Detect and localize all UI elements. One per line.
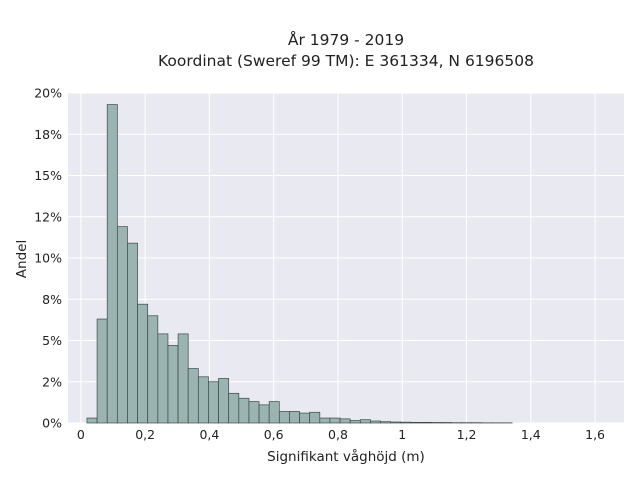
histogram-bar [420, 421, 432, 424]
y-tick-label: 0% [42, 416, 62, 431]
y-tick-label: 18% [34, 127, 62, 142]
histogram-bar [218, 378, 230, 424]
histogram-bar [268, 401, 280, 424]
x-tick-label: 0 [77, 427, 85, 442]
x-axis-label: Signifikant våghöjd (m) [267, 448, 425, 465]
x-tick-labels: 0 0,2 0,4 0,6 0,8 1 1,2 1,4 1,6 [77, 427, 605, 442]
y-tick-label: 5% [42, 333, 62, 348]
histogram-bar [157, 333, 169, 424]
y-tick-label: 8% [42, 292, 62, 307]
histogram-bar [370, 420, 381, 424]
x-tick-label: 1,4 [521, 427, 541, 442]
y-tick-label: 12% [34, 209, 62, 224]
histogram-bar [390, 421, 402, 424]
chart-title-line2: Koordinat (Sweref 99 TM): E 361334, N 61… [158, 52, 534, 70]
histogram-bar [400, 421, 412, 424]
histogram-bar [289, 411, 300, 424]
histogram-bar [177, 333, 189, 424]
y-tick-labels: 0% 2% 5% 8% 10% 12% 15% 18% 20% [34, 86, 62, 431]
histogram-bars [86, 104, 513, 424]
histogram-bar [278, 411, 290, 424]
histogram-bar [248, 401, 260, 424]
histogram-bar [299, 412, 311, 424]
histogram-bar [329, 417, 341, 424]
histogram-bar [106, 104, 118, 424]
x-tick-label: 1 [398, 427, 406, 442]
histogram-bar [127, 242, 138, 424]
histogram-bar [238, 397, 250, 424]
x-tick-label: 1,6 [585, 427, 605, 442]
chart-title-line1: År 1979 - 2019 [288, 30, 404, 49]
histogram-bar [147, 315, 159, 424]
histogram-bar [258, 404, 270, 424]
histogram-bar [359, 419, 371, 424]
histogram-bar [410, 421, 422, 424]
histogram-bar [319, 417, 331, 424]
histogram-bar [349, 420, 361, 424]
x-tick-label: 0,4 [199, 427, 219, 442]
y-tick-label: 2% [42, 374, 62, 389]
histogram-bar [228, 392, 240, 424]
histogram-bar [137, 303, 149, 424]
histogram-bar [197, 376, 209, 424]
histogram-bar [380, 421, 392, 424]
y-axis-label: Andel [14, 240, 30, 278]
x-tick-label: 0,8 [328, 427, 348, 442]
histogram-bar [116, 226, 128, 424]
histogram-bar [309, 411, 321, 424]
histogram-bar [208, 381, 219, 424]
histogram-bar [96, 318, 108, 424]
histogram-bar [187, 368, 199, 424]
x-tick-label: 0,6 [264, 427, 284, 442]
y-tick-label: 15% [34, 168, 62, 183]
x-tick-label: 0,2 [135, 427, 155, 442]
histogram-bar [86, 417, 98, 424]
y-tick-label: 20% [34, 86, 62, 101]
histogram-bar [339, 418, 351, 424]
y-tick-label: 10% [34, 251, 62, 266]
x-tick-label: 1,2 [457, 427, 477, 442]
histogram-bar [167, 345, 179, 424]
